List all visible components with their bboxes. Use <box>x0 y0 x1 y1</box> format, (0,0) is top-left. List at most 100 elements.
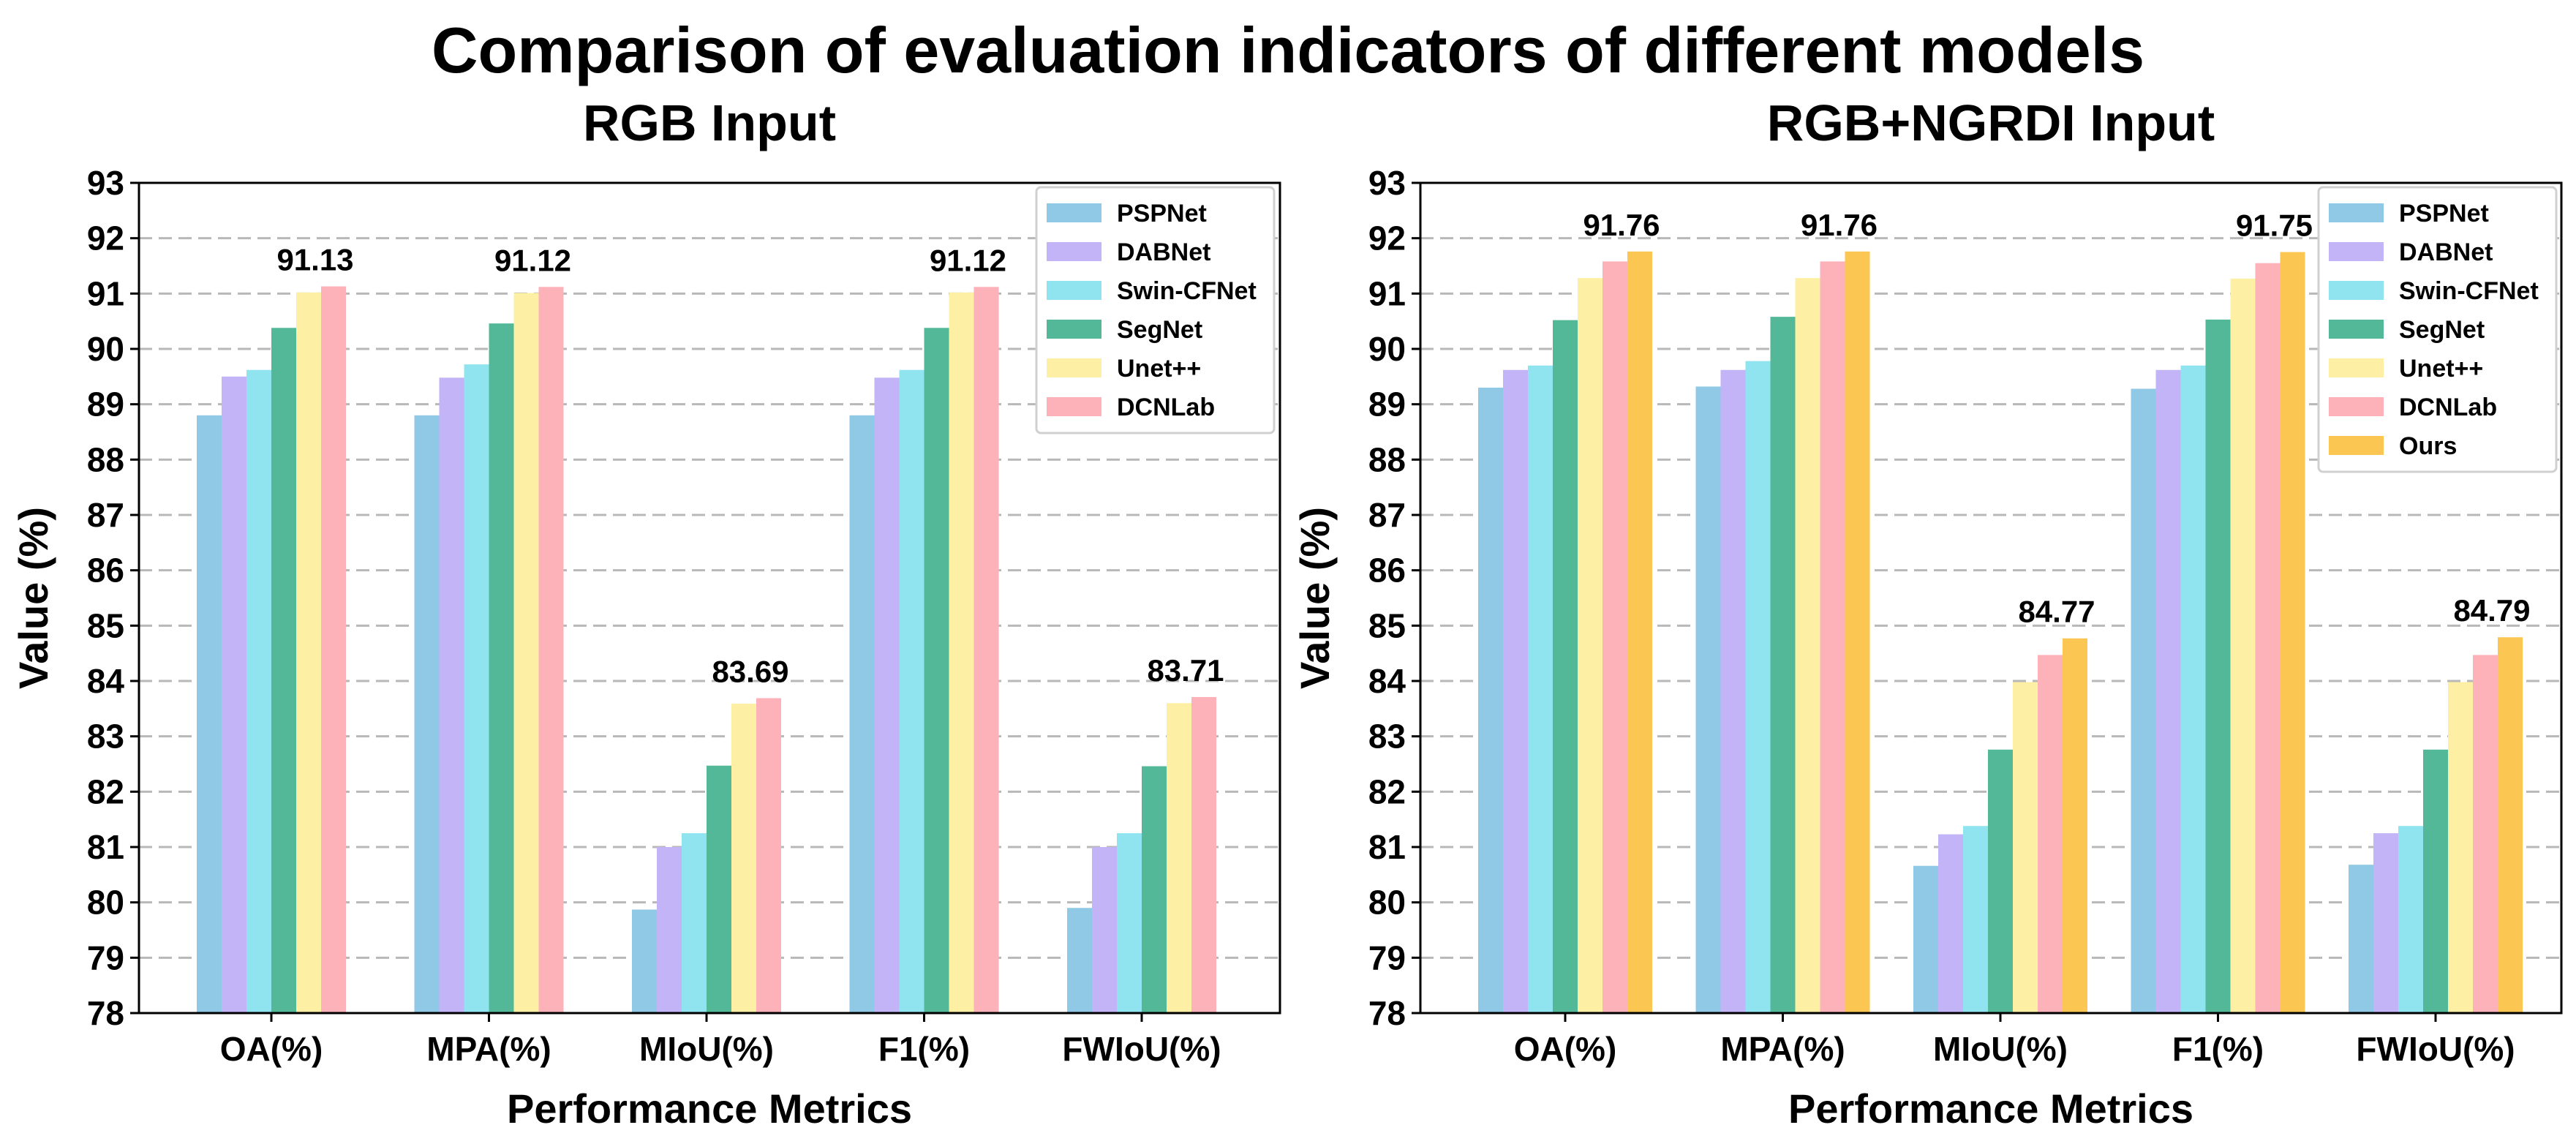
y-tick-label: 89 <box>87 385 124 424</box>
bar-swin-cfnet <box>1745 361 1771 1013</box>
x-tick-label: MIoU(%) <box>1933 1030 2068 1068</box>
legend-swatch <box>1047 281 1101 300</box>
bar-pspnet <box>849 415 875 1013</box>
bar-segnet <box>924 328 949 1013</box>
bar-swin-cfnet <box>2398 826 2423 1013</box>
bar-swin-cfnet <box>1528 365 1553 1013</box>
legend-label: DCNLab <box>2399 394 2497 421</box>
x-tick-label: FWIoU(%) <box>2356 1030 2515 1068</box>
chart-panel-0: RGB Input 78 79 80 81 82 83 84 85 86 87 88 89 90 91 92 9… <box>10 94 1281 1132</box>
legend-label: Swin-CFNet <box>2399 277 2539 305</box>
bar-ours <box>1845 251 1870 1013</box>
legend-swatch <box>2329 397 2384 416</box>
y-tick-label: 78 <box>87 994 124 1032</box>
bar-ours <box>2498 637 2523 1013</box>
x-tick-label: OA(%) <box>220 1030 323 1068</box>
bar-dcnlab <box>1191 696 1216 1013</box>
bar-dcnlab <box>1603 261 1627 1013</box>
bar-ours <box>2280 252 2305 1013</box>
bar-dcnlab <box>756 698 781 1013</box>
legend: PSPNet DABNet Swin-CFNet SegNet Unet++ DCNLab <box>1035 186 1276 434</box>
bar-dcnlab <box>321 286 346 1013</box>
y-tick-label: 85 <box>1368 606 1406 644</box>
x-axis-label: Performance Metrics <box>507 1085 912 1132</box>
bar-pspnet <box>1067 908 1092 1013</box>
data-label: 91.13 <box>276 242 353 276</box>
bar-pspnet <box>1913 865 1938 1013</box>
bar-dabnet <box>1938 834 1963 1013</box>
y-tick-label: 83 <box>87 718 124 756</box>
bar-segnet <box>2423 749 2448 1013</box>
bar-pspnet <box>1695 386 1721 1013</box>
legend-swatch <box>2329 281 2384 300</box>
data-label: 91.12 <box>930 243 1006 277</box>
y-tick-label: 92 <box>87 219 124 257</box>
bar-segnet <box>707 765 731 1013</box>
bar-unet- <box>2230 278 2256 1013</box>
legend-label: SegNet <box>2399 316 2485 344</box>
bar-unet- <box>949 292 974 1013</box>
y-tick-label: 82 <box>1368 772 1406 810</box>
x-tick-label: F1(%) <box>2172 1030 2264 1068</box>
y-tick-label: 81 <box>1368 828 1406 866</box>
bar-dabnet <box>1720 369 1746 1014</box>
legend-label: Unet++ <box>1117 355 1201 383</box>
legend-swatch <box>2329 436 2384 455</box>
y-tick-label: 90 <box>1368 330 1406 368</box>
bar-dabnet <box>657 847 682 1013</box>
data-label: 91.12 <box>494 243 571 277</box>
x-tick-label: FWIoU(%) <box>1062 1030 1221 1068</box>
x-axis-label: Performance Metrics <box>1788 1085 2193 1132</box>
y-tick-label: 83 <box>1368 718 1406 756</box>
legend-swatch <box>2329 358 2384 377</box>
bar-dabnet <box>2155 369 2181 1014</box>
bar-dabnet <box>874 377 900 1013</box>
legend-swatch <box>2329 203 2384 222</box>
bar-swin-cfnet <box>246 369 271 1014</box>
data-label: 83.69 <box>712 654 788 688</box>
data-label: 83.71 <box>1147 653 1224 688</box>
data-label: 84.79 <box>2453 593 2530 628</box>
y-axis-label: Value (%) <box>1292 507 1338 689</box>
bar-pspnet <box>1478 387 1503 1013</box>
y-tick-label: 79 <box>1368 938 1406 976</box>
bar-unet- <box>2013 682 2038 1013</box>
bar-dcnlab <box>2473 655 2498 1013</box>
y-tick-label: 90 <box>87 330 124 368</box>
axes-frame <box>1419 181 2563 1015</box>
y-tick-label: 79 <box>87 938 124 976</box>
legend-label: DABNet <box>2399 238 2493 266</box>
x-tick-label: OA(%) <box>1514 1030 1617 1068</box>
bar-dabnet <box>439 377 464 1013</box>
x-tick-label: MIoU(%) <box>639 1030 774 1068</box>
legend-swatch <box>2329 320 2384 339</box>
legend-label: Swin-CFNet <box>1117 277 1257 305</box>
subplot-title: RGB+NGRDI Input <box>1767 94 2215 151</box>
y-tick-label: 81 <box>87 828 124 866</box>
y-tick-label: 87 <box>1368 496 1406 534</box>
y-tick-label: 93 <box>1368 164 1406 202</box>
bar-pspnet <box>2131 388 2156 1013</box>
bar-unet- <box>2448 682 2473 1013</box>
bar-segnet <box>1988 749 2013 1013</box>
legend: PSPNet DABNet Swin-CFNet SegNet Unet++ DCNLab… <box>2317 186 2558 473</box>
bar-unet- <box>513 293 539 1013</box>
y-tick-label: 80 <box>1368 884 1406 922</box>
legend-label: Ours <box>2399 432 2457 460</box>
bar-pspnet <box>414 415 440 1013</box>
y-tick-label: 91 <box>87 274 124 312</box>
bar-dcnlab <box>973 287 999 1014</box>
y-tick-label: 82 <box>87 772 124 810</box>
bar-dabnet <box>222 376 246 1013</box>
y-axis-label: Value (%) <box>10 507 56 689</box>
legend-label: Unet++ <box>2399 355 2483 383</box>
y-tick-label: 86 <box>1368 552 1406 590</box>
bar-dcnlab <box>2038 655 2063 1013</box>
y-tick-label: 92 <box>1368 219 1406 257</box>
y-tick-label: 87 <box>87 496 124 534</box>
bar-ours <box>2063 638 2087 1013</box>
data-label: 84.77 <box>2018 595 2095 629</box>
axes-frame <box>138 181 1281 1015</box>
y-tick-label: 89 <box>1368 385 1406 424</box>
legend-label: SegNet <box>1117 316 1202 344</box>
